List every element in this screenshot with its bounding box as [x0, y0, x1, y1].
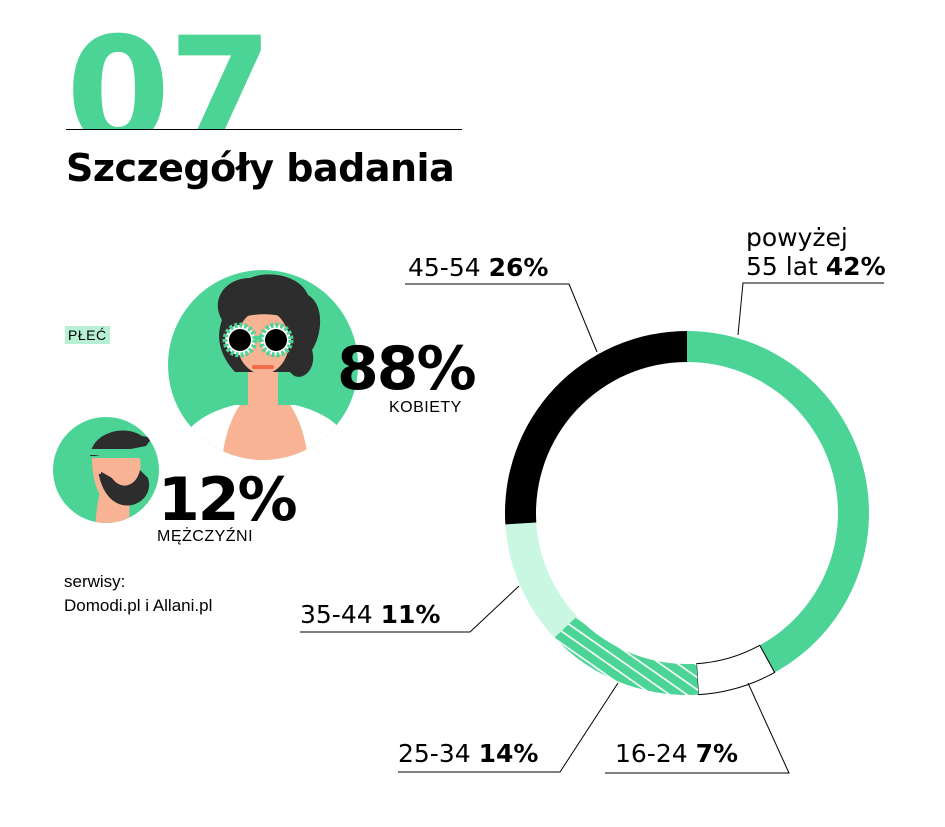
label-4554-pct: 26%: [488, 253, 549, 282]
leader-line-1624: [605, 682, 790, 774]
label-3544: 35-44 11%: [300, 600, 441, 630]
leader-line-3544: [300, 585, 520, 633]
donut-slice-1: [687, 331, 869, 673]
age-donut-chart: [505, 331, 869, 696]
leader-line-4554: [405, 283, 598, 353]
label-2534: 25-34 14%: [398, 739, 539, 769]
donut-slice-5: [505, 331, 687, 525]
women-percent: 88%: [337, 334, 477, 404]
label-4554-name: 45-54: [408, 253, 481, 282]
leader-lines: [300, 282, 884, 774]
men-label: MĘŻCZYŹNI: [157, 528, 254, 545]
section-number: 07: [66, 6, 273, 130]
donut-slice-4: [505, 522, 577, 638]
men-percent: 12%: [158, 465, 298, 535]
label-2534-name: 25-34: [398, 739, 471, 768]
gender-label: PŁEĆ: [65, 326, 110, 344]
header-rule: [66, 129, 462, 130]
leader-line-55plus: [737, 282, 884, 336]
man-avatar: [53, 417, 159, 523]
women-label: KOBIETY: [389, 399, 462, 416]
label-1624-name: 16-24: [615, 739, 688, 768]
label-2534-pct: 14%: [478, 739, 539, 768]
leader-line-2534: [398, 682, 619, 773]
donut-slice-2: [695, 644, 776, 696]
woman-avatar: [168, 270, 358, 460]
label-55plus-line2: 55 lat: [746, 251, 818, 281]
services-label: serwisy:: [64, 572, 126, 591]
label-55plus: powyżej 55 lat 42%: [746, 223, 886, 282]
label-4554: 45-54 26%: [408, 253, 549, 283]
label-1624: 16-24 7%: [615, 739, 739, 769]
label-3544-pct: 11%: [380, 600, 441, 629]
label-3544-name: 35-44: [300, 600, 373, 629]
sunglasses-icon: [222, 322, 294, 358]
services-value: Domodi.pl i Allani.pl: [64, 596, 213, 615]
donut-slice-3: [554, 616, 699, 695]
label-1624-pct: 7%: [695, 739, 739, 768]
page-title: Szczegóły badania: [66, 146, 455, 190]
label-55plus-pct: 42%: [825, 251, 886, 281]
label-55plus-line1: powyżej: [746, 223, 848, 252]
